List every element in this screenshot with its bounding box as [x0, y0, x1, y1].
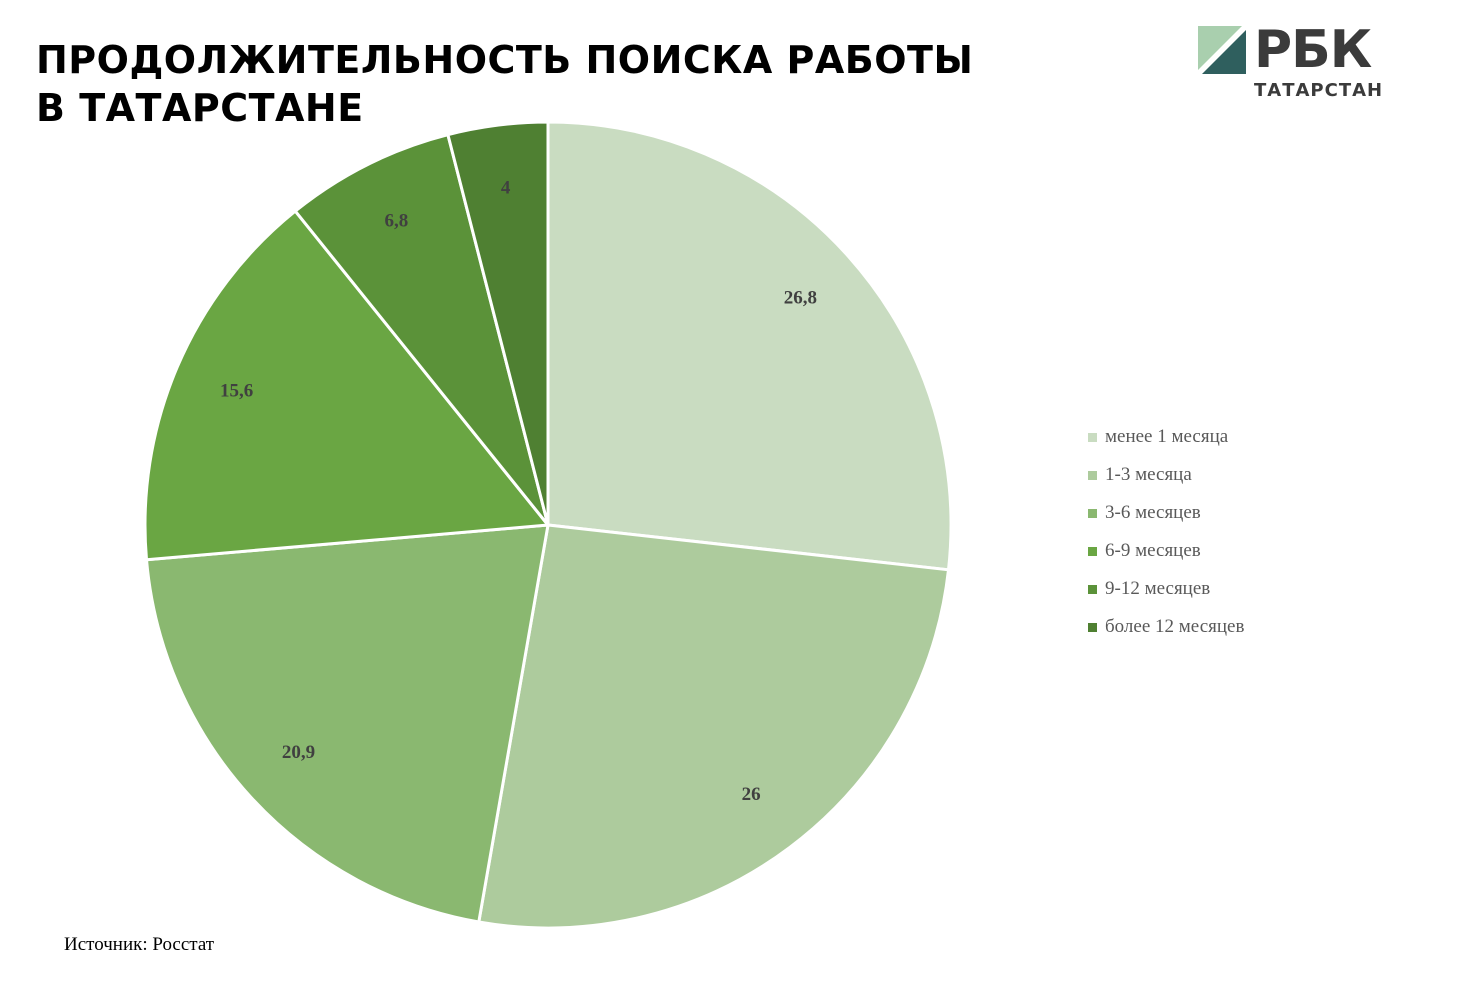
legend-label-4: 6-9 месяцев: [1105, 540, 1201, 561]
legend-swatch-6: [1088, 622, 1097, 632]
chart-title: ПРОДОЛЖИТЕЛЬНОСТЬ ПОИСКА РАБОТЫ В ТАТАРС…: [36, 36, 973, 132]
pie-data-labels: 26,8 26 20,9 15,6 6,8 4: [220, 178, 817, 806]
source-note: Источник: Росстат: [64, 934, 215, 955]
legend-item-2: 1-3 месяца: [1088, 456, 1244, 494]
rbc-logo-mark-icon: [1198, 26, 1246, 74]
legend-swatch-4: [1088, 546, 1097, 556]
pie-slices: [143, 120, 953, 930]
pie-data-label-1: 26,8: [784, 288, 817, 309]
chart-title-line-2: В ТАТАРСТАНЕ: [36, 86, 364, 130]
logo-brand-text: РБК: [1254, 20, 1372, 80]
legend-swatch-3: [1088, 508, 1097, 518]
legend-item-4: 6-9 месяцев: [1088, 532, 1244, 570]
pie-slice-3: [145, 523, 550, 924]
legend-label-1: менее 1 месяца: [1105, 426, 1229, 447]
legend-item-5: 9-12 месяцев: [1088, 570, 1244, 608]
pie-slice-6: [446, 120, 550, 527]
legend-label-6: более 12 месяцев: [1105, 616, 1245, 637]
pie-data-label-6: 4: [501, 178, 511, 199]
pie-data-label-3: 20,9: [282, 742, 315, 763]
legend-swatch-5: [1088, 584, 1097, 594]
pie-data-label-4: 15,6: [220, 381, 253, 402]
legend-item-1: менее 1 месяца: [1088, 418, 1244, 456]
chart-legend: менее 1 месяца 1-3 месяца 3-6 месяцев 6-9 м…: [1088, 418, 1244, 646]
chart-title-line-1: ПРОДОЛЖИТЕЛЬНОСТЬ ПОИСКА РАБОТЫ: [36, 38, 974, 82]
pie-slice-1: [546, 120, 953, 572]
legend-swatch-2: [1088, 470, 1097, 480]
pie-slice-2: [477, 523, 951, 930]
legend-item-3: 3-6 месяцев: [1088, 494, 1244, 532]
pie-slice-5: [293, 133, 550, 527]
legend-item-6: более 12 месяцев: [1088, 608, 1244, 646]
legend-label-3: 3-6 месяцев: [1105, 502, 1201, 523]
rbc-logo: РБК ТАТАРСТАН: [1198, 22, 1398, 106]
legend-swatch-1: [1088, 432, 1097, 442]
legend-label-5: 9-12 месяцев: [1105, 578, 1211, 599]
pie-data-label-5: 6,8: [384, 211, 408, 232]
pie-slice-4: [143, 209, 550, 562]
legend-label-2: 1-3 месяца: [1105, 464, 1192, 485]
pie-data-label-2: 26: [742, 784, 761, 805]
logo-region-text: ТАТАРСТАН: [1254, 80, 1384, 101]
